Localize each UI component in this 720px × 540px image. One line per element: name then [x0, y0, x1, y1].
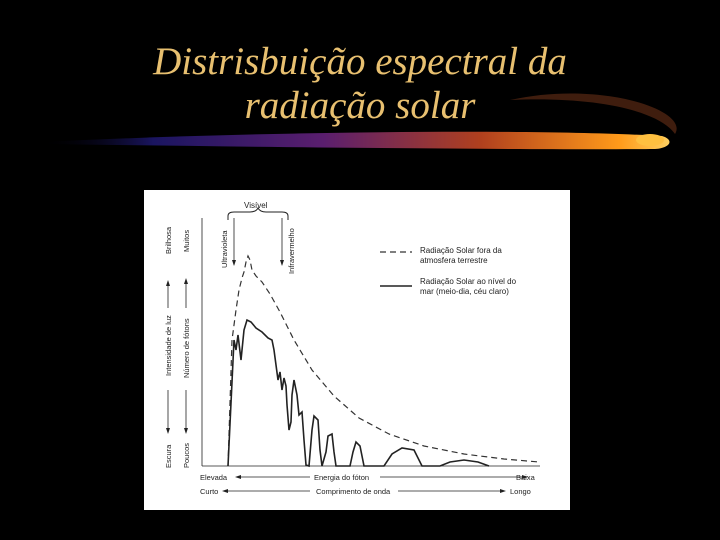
photons-top-label: Muitos: [182, 230, 191, 252]
wave-long-label: Longo: [510, 487, 531, 496]
energy-axis-label: Energia do fóton: [314, 473, 369, 482]
wave-axis-label: Comprimento de onda: [316, 487, 391, 496]
wave-short-label: Curto: [200, 487, 218, 496]
wave-arrow-right-head: [500, 489, 506, 493]
intensity-axis-label: Intensidade de luz: [164, 315, 173, 376]
energy-low-label: Baixa: [516, 473, 536, 482]
intensity-bottom-label: Escura: [164, 444, 173, 468]
slide-title-line2: radiação solar: [244, 84, 476, 127]
energy-arrow-right-head: [522, 475, 528, 479]
intensity-top-label: Brilhosa: [164, 226, 173, 254]
spectrum-figure: Visível Ultravioleta Infravermelho Brilh…: [144, 190, 570, 510]
title-swoosh-decoration: [40, 93, 677, 150]
legend-sea-line1: Radiação Solar ao nível do: [420, 277, 517, 286]
photons-axis-label: Número de fótons: [182, 318, 191, 378]
legend-outside-line1: Radiação Solar fora da: [420, 246, 502, 255]
visible-label: Visível: [244, 201, 268, 210]
ir-arrow-head: [280, 260, 284, 266]
uv-label: Ultravioleta: [220, 230, 229, 268]
slide-title-line1: Distrisbuição espectral da: [153, 40, 567, 83]
energy-high-label: Elevada: [200, 473, 228, 482]
photons-arrow-down-head: [184, 428, 188, 434]
legend-sea-line2: mar (meio-dia, céu claro): [420, 287, 509, 296]
intensity-arrow-up-head: [166, 280, 170, 286]
intensity-arrow-down-head: [166, 428, 170, 434]
photons-arrow-up-head: [184, 278, 188, 284]
sea-level-curve: [227, 318, 490, 468]
outside-atmosphere-curve: [227, 254, 540, 467]
slide-title: Distrisbuição espectral da radiação sola…: [60, 40, 660, 128]
visible-brace: [227, 206, 289, 220]
wave-arrow-left-head: [222, 489, 228, 493]
spectrum-diagram: Visível Ultravioleta Infravermelho Brilh…: [164, 201, 540, 496]
photons-bottom-label: Poucos: [182, 443, 191, 468]
energy-arrow-left-head: [235, 475, 241, 479]
uv-arrow-head: [232, 260, 236, 266]
legend-outside-line2: atmosfera terrestre: [420, 256, 488, 265]
ir-label: Infravermelho: [287, 228, 296, 274]
